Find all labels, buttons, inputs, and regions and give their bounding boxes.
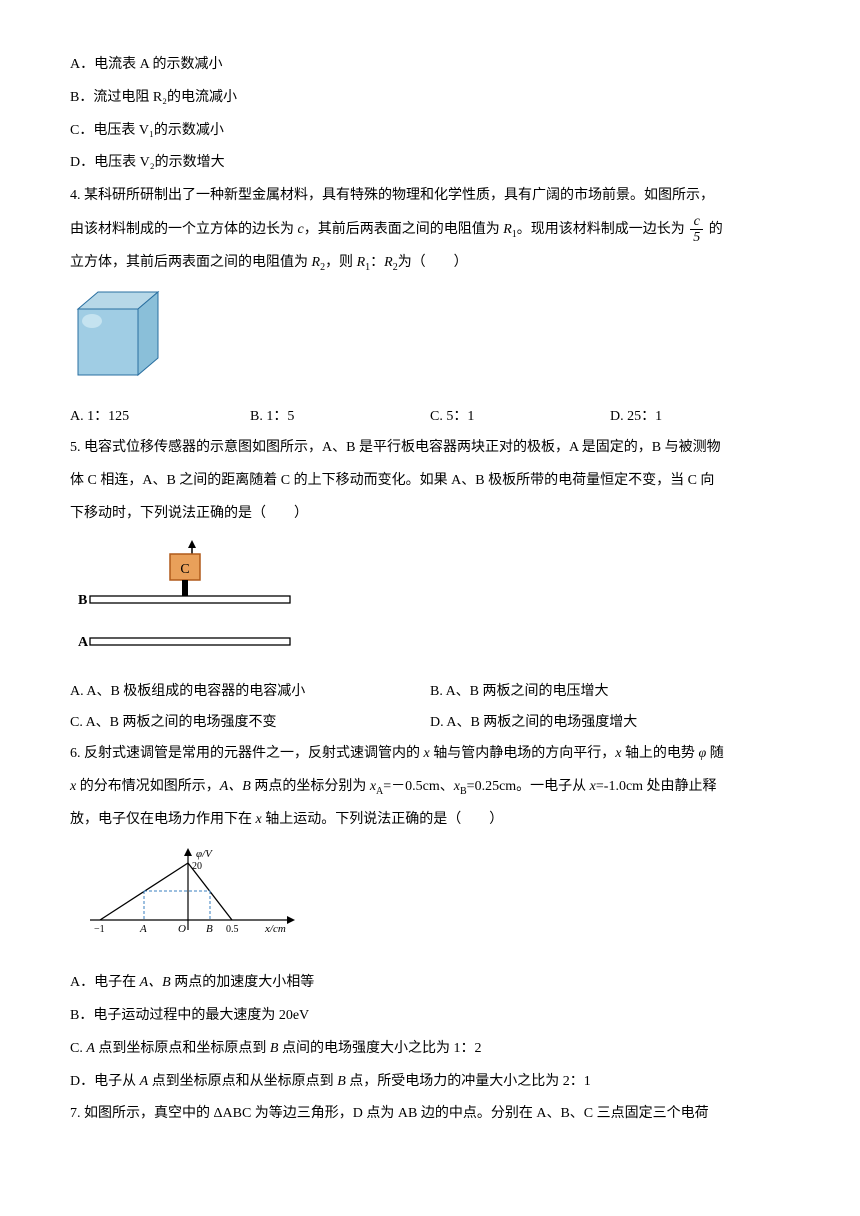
q6-l1-c: 轴上的电势 xyxy=(621,746,698,761)
q7-line1: 7. 如图所示，真空中的 ΔABC 为等边三角形，D 点为 AB 边的中点。分别… xyxy=(70,1099,790,1130)
q5-options-row1: A. A、B 极板组成的电容器的电容减小 B. A、B 两板之间的电压增大 xyxy=(70,677,790,708)
q6-oD-A: A xyxy=(140,1074,149,1089)
q6-l2-c: 两点的坐标分别为 xyxy=(251,779,370,794)
graph-icon: φ/V 20 −1 A O B 0.5 x/cm xyxy=(70,845,310,945)
q5-options-row2: C. A、B 两板之间的电场强度不变 D. A、B 两板之间的电场强度增大 xyxy=(70,708,790,739)
q6-optC: C. A 点到坐标原点和坐标原点到 B 点间的电场强度大小之比为 1：2 xyxy=(70,1034,790,1065)
q4-r1b: R xyxy=(357,255,366,270)
stem xyxy=(182,580,188,596)
q4-frac-num: c xyxy=(690,214,703,230)
q6-oC-c: 点间的电场强度大小之比为 1：2 xyxy=(278,1041,481,1056)
capacitor-icon: C B A xyxy=(70,540,300,655)
q6-optD: D．电子从 A 点到坐标原点和从坐标原点到 B 点，所受电场力的冲量大小之比为 … xyxy=(70,1067,790,1098)
q4-l3-d: 为（ ） xyxy=(398,255,468,270)
plate-b xyxy=(90,596,290,603)
q6-l1-d: 随 xyxy=(706,746,724,761)
q5-figure: C B A xyxy=(70,540,790,668)
label-b: B xyxy=(78,593,87,608)
q6-oC-b: 点到坐标原点和坐标原点到 xyxy=(95,1041,270,1056)
q5-line2: 体 C 相连，A、B 之间的距离随着 C 的上下移动而变化。如果 A、B 极板所… xyxy=(70,466,790,497)
q6-oC-A: A xyxy=(86,1041,95,1056)
q6-oD-B: B xyxy=(337,1074,346,1089)
q6-oC-a: C. xyxy=(70,1041,86,1056)
q6-oA-b: 两点的加速度大小相等 xyxy=(171,975,315,990)
q6-l3-a: 放，电子仅在电场力作用下在 xyxy=(70,812,256,827)
q5-optD: D. A、B 两板之间的电场强度增大 xyxy=(430,708,790,739)
xt-O: O xyxy=(178,923,186,935)
q4-l2-b: ，其前后两表面之间的电阻值为 xyxy=(304,222,504,237)
q4-l3-a: 立方体，其前后两表面之间的电阻值为 xyxy=(70,255,312,270)
q6-l2-e: =0.25cm。一电子从 xyxy=(467,779,590,794)
q5-optC: C. A、B 两板之间的电场强度不变 xyxy=(70,708,430,739)
q6-line1: 6. 反射式速调管是常用的元器件之一，反射式速调管内的 x 轴与管内静电场的方向… xyxy=(70,739,790,770)
q4-r1: R xyxy=(503,222,512,237)
xt-neg1: −1 xyxy=(94,924,105,935)
xt-05: 0.5 xyxy=(226,924,239,935)
q4-l3-c: ： xyxy=(370,255,384,270)
ytick-20: 20 xyxy=(192,861,202,872)
q4-r22: R xyxy=(384,255,393,270)
q4-l2-a: 由该材料制成的一个立方体的边长为 xyxy=(70,222,298,237)
q6-xb-sub: B xyxy=(460,786,467,797)
q6-oA-ab: A、B xyxy=(140,975,171,990)
q4-cube-figure xyxy=(70,287,790,395)
q6-oA-a: A．电子在 xyxy=(70,975,140,990)
q6-optA: A．电子在 A、B 两点的加速度大小相等 xyxy=(70,968,790,999)
q6-oD-a: D．电子从 xyxy=(70,1074,140,1089)
q4-l3-b: ，则 xyxy=(325,255,357,270)
arrow-head-icon xyxy=(188,540,196,548)
q4-optA: A. 1：125 xyxy=(70,402,250,433)
q4-line2: 由该材料制成的一个立方体的边长为 c，其前后两表面之间的电阻值为 R1。现用该材… xyxy=(70,214,790,246)
q6-l2-ab: A、B xyxy=(220,779,251,794)
label-a: A xyxy=(78,635,89,650)
xt-A: A xyxy=(139,923,147,935)
q5-line1: 5. 电容式位移传感器的示意图如图所示，A、B 是平行板电容器两块正对的极板，A… xyxy=(70,433,790,464)
q4-options: A. 1：125 B. 1：5 C. 5：1 D. 25：1 xyxy=(70,402,790,433)
q6-l1-a: 6. 反射式速调管是常用的元器件之一，反射式速调管内的 xyxy=(70,746,424,761)
q6-line3: 放，电子仅在电场力作用下在 x 轴上运动。下列说法正确的是（ ） xyxy=(70,805,790,836)
q6-oD-c: 点，所受电场力的冲量大小之比为 2：1 xyxy=(346,1074,591,1089)
q4-optD: D. 25：1 xyxy=(610,402,790,433)
q5-optA: A. A、B 极板组成的电容器的电容减小 xyxy=(70,677,430,708)
q6-l2-d: =－0.5cm、 xyxy=(383,779,454,794)
q6-figure: φ/V 20 −1 A O B 0.5 x/cm xyxy=(70,845,790,958)
q4-optB: B. 1：5 xyxy=(250,402,430,433)
q3-optC: C．电压表 V₁的示数减小 xyxy=(70,116,790,147)
label-c: C xyxy=(180,562,189,577)
q4-frac-den: 5 xyxy=(690,230,703,245)
y-arrow-icon xyxy=(184,848,192,856)
x-arrow-icon xyxy=(287,916,295,924)
q3-optB: B．流过电阻 R₂的电流减小 xyxy=(70,83,790,114)
q6-l2-b: 的分布情况如图所示， xyxy=(76,779,220,794)
q3-optA: A．电流表 A 的示数减小 xyxy=(70,50,790,81)
q6-line2: x 的分布情况如图所示，A、B 两点的坐标分别为 xA=－0.5cm、xB=0.… xyxy=(70,772,790,803)
q6-l2-f: =-1.0cm 处由静止释 xyxy=(596,779,717,794)
ylabel: φ/V xyxy=(196,848,213,860)
cube-highlight xyxy=(82,314,102,328)
q6-oD-b: 点到坐标原点和从坐标原点到 xyxy=(148,1074,337,1089)
q4-l2-c2: 。现用该材料制成一边长为 xyxy=(517,222,689,237)
xlabel: x/cm xyxy=(264,923,286,935)
q4-optC: C. 5：1 xyxy=(430,402,610,433)
xt-B: B xyxy=(206,923,213,935)
q6-l3-b: 轴上运动。下列说法正确的是（ ） xyxy=(262,812,504,827)
plate-a xyxy=(90,638,290,645)
q4-l2-d: 的 xyxy=(705,222,723,237)
q4-line1: 4. 某科研所研制出了一种新型金属材料，具有特殊的物理和化学性质，具有广阔的市场… xyxy=(70,181,790,212)
q3-optD: D．电压表 V₂的示数增大 xyxy=(70,148,790,179)
q5-line3: 下移动时，下列说法正确的是（ ） xyxy=(70,499,790,530)
q4-frac: c5 xyxy=(690,214,703,246)
q5-optB: B. A、B 两板之间的电压增大 xyxy=(430,677,790,708)
q6-l1-b: 轴与管内静电场的方向平行， xyxy=(430,746,616,761)
q6-optB: B．电子运动过程中的最大速度为 20eV xyxy=(70,1001,790,1032)
q4-r2: R xyxy=(312,255,321,270)
q4-line3: 立方体，其前后两表面之间的电阻值为 R2，则 R1：R2为（ ） xyxy=(70,248,790,279)
cube-icon xyxy=(70,287,170,382)
